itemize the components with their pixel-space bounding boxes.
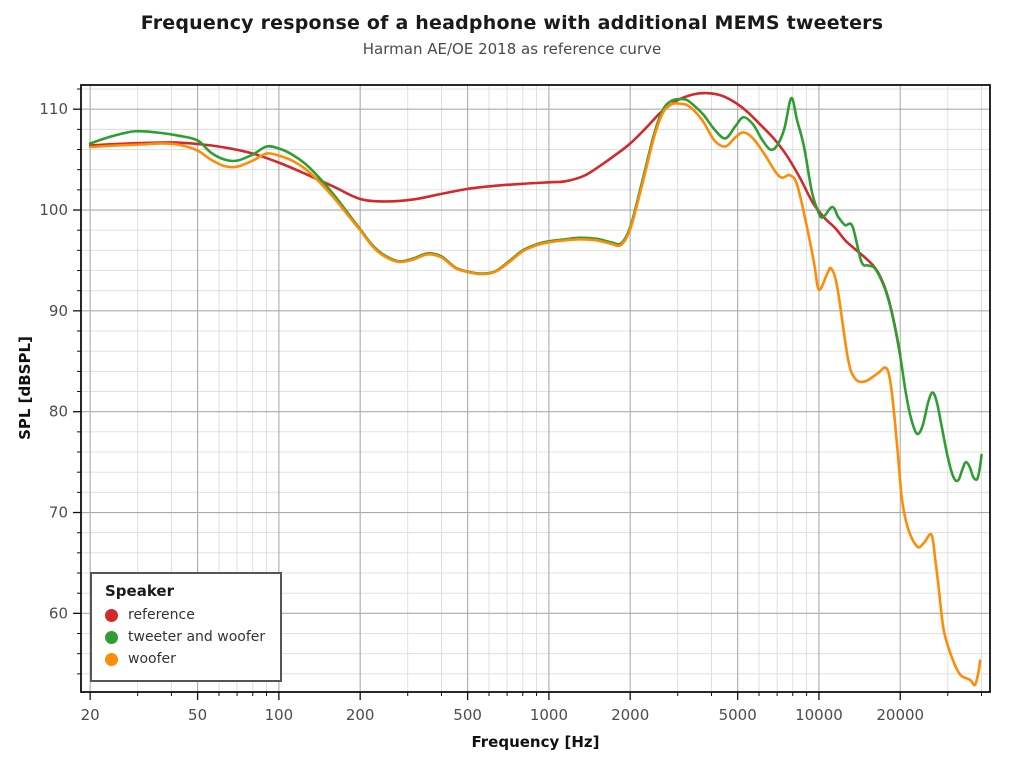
legend-swatch-icon [105,630,118,644]
x-tick-label: 5000 [719,706,757,724]
legend-items: reference tweeter and woofer woofer [105,604,268,670]
x-axis-title: Frequency [Hz] [471,733,600,751]
tick-labels: 60 70 80 90 100 110 20 50 100 200 500 1000 2000 5000 1… [39,100,924,724]
y-tick-label: 80 [49,403,68,421]
y-tick-label: 100 [39,201,68,219]
y-axis-title: SPL [dBSPL] [16,336,34,440]
chart-title: Frequency response of a headphone with a… [140,12,884,34]
legend-item: tweeter and woofer [105,626,268,648]
x-tick-label: 1000 [530,706,568,724]
x-tick-label: 500 [453,706,482,724]
legend: Speaker reference tweeter and woofer woofe… [90,572,282,682]
series-lines [88,91,983,687]
panel-border [80,84,991,693]
axis-ticks [73,88,983,700]
y-tick-label: 110 [39,100,68,118]
series-line-tweeter-and-woofer [88,96,983,483]
legend-item: woofer [105,648,268,670]
legend-swatch-icon [105,652,118,666]
legend-swatch-icon [105,608,118,622]
series-line-reference [88,91,902,356]
legend-item: reference [105,604,268,626]
x-tick-label: 100 [265,706,294,724]
chart-subtitle: Harman AE/OE 2018 as reference curve [362,40,662,58]
legend-item-label: tweeter and woofer [128,629,266,645]
series-line-woofer [88,101,982,687]
x-tick-label: 20 [81,706,100,724]
y-tick-label: 70 [49,504,68,522]
x-tick-label: 20000 [876,706,924,724]
legend-title: Speaker [105,582,174,600]
legend-item-label: reference [128,607,195,623]
x-tick-label: 2000 [611,706,649,724]
y-tick-label: 60 [49,604,68,622]
x-tick-label: 10000 [795,706,843,724]
y-tick-label: 90 [49,302,68,320]
x-tick-label: 50 [188,706,207,724]
x-tick-label: 200 [346,706,375,724]
legend-item-label: woofer [128,651,176,667]
